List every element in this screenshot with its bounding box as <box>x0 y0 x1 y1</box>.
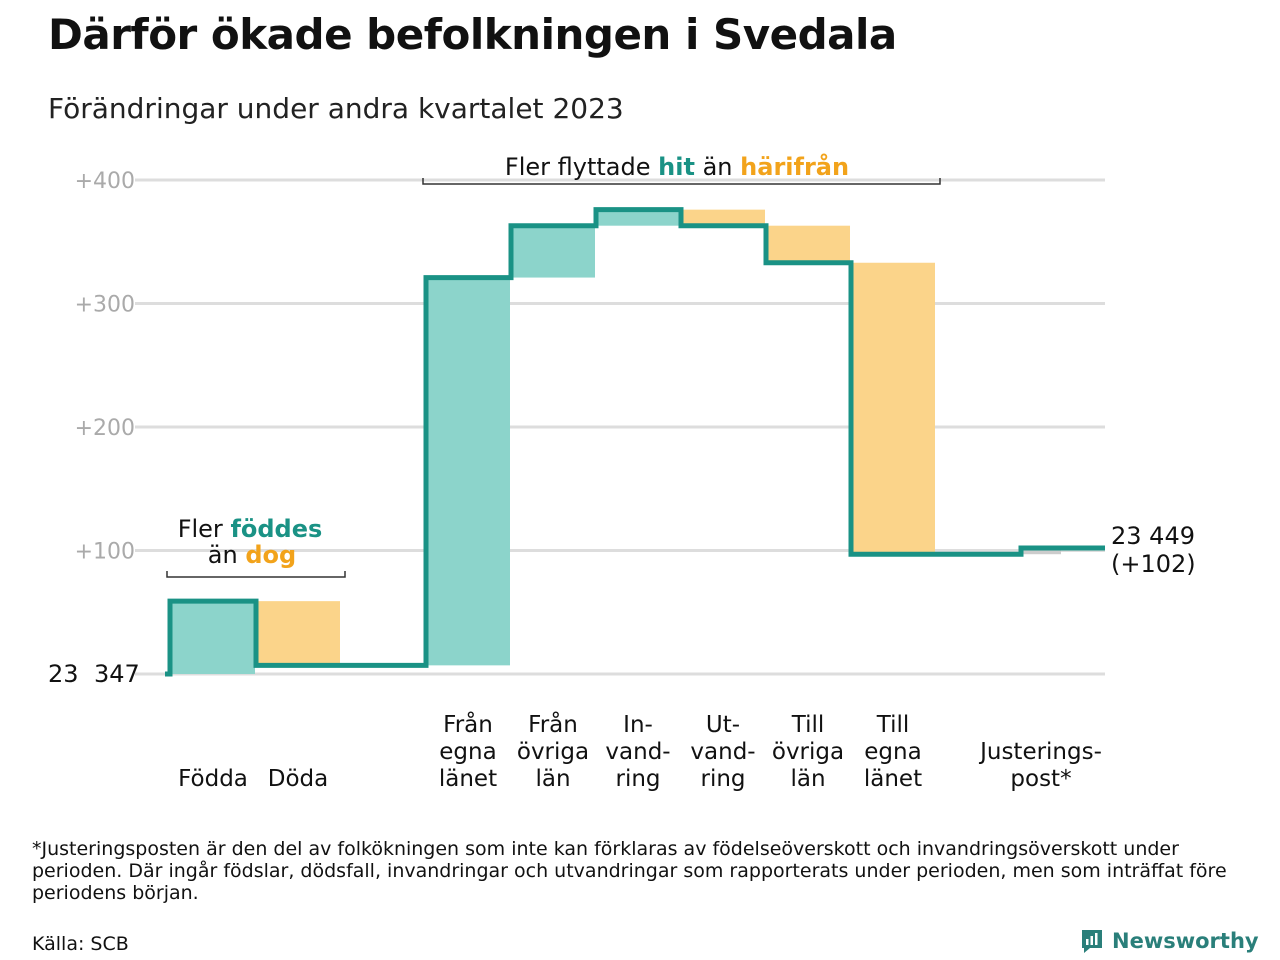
y-tick-label: +300 <box>75 293 135 318</box>
y-tick-label: +400 <box>75 169 135 194</box>
step-label: post* <box>1010 766 1071 792</box>
step-label: län <box>535 766 570 792</box>
step-label: ring <box>700 766 745 792</box>
bar-5 <box>681 209 765 226</box>
chart-subtitle: Förändringar under andra kvartalet 2023 <box>48 92 624 125</box>
source-label: Källa: SCB <box>32 933 129 955</box>
y-tick-label: +200 <box>75 416 135 441</box>
step-label: egna <box>439 739 496 765</box>
step-label: In- <box>623 712 653 738</box>
y-tick-label: +100 <box>75 540 135 565</box>
step-label: egna <box>864 739 921 765</box>
step-label: Från <box>528 710 578 738</box>
bar-6 <box>766 225 850 263</box>
step-label: län <box>790 766 825 792</box>
step-label: Till <box>791 712 825 738</box>
end-value-label: 23 449 <box>1111 522 1195 550</box>
annotation-plain: Fler <box>178 515 223 543</box>
annotation-plain: Fler flyttade <box>505 153 651 181</box>
step-label: vand- <box>690 739 755 765</box>
step-label: övriga <box>517 739 589 765</box>
step-label: Döda <box>268 766 328 792</box>
labels: Födda DödaFrånegnalänetFrånövrigalänIn-va… <box>48 152 1196 792</box>
cumulative-step-line <box>165 207 1105 677</box>
annotation-orange: dog <box>245 541 296 569</box>
chart-title: Därför ökade befolkningen i Svedala <box>48 10 897 59</box>
end-change-label: (+102) <box>1111 550 1196 578</box>
step-label: länet <box>439 766 497 792</box>
step-label: Justerings- <box>978 739 1102 765</box>
footnote: *Justeringsposten är den del av folkökni… <box>32 838 1227 904</box>
annotation-teal: hit <box>658 153 695 181</box>
step-label: Ut- <box>706 712 740 738</box>
annotation-orange: härifrån <box>740 152 849 181</box>
start-value-label: 347 <box>94 660 140 688</box>
bar-1 <box>256 601 340 666</box>
grid-lines: +100 +200 +300 +400 <box>75 169 1105 676</box>
step-label: länet <box>864 766 922 792</box>
step-label: vand- <box>605 739 670 765</box>
migration-bracket <box>422 178 941 185</box>
migration-annotation: Fler flyttade hit än härifrån <box>505 152 849 181</box>
step-label: Från <box>443 710 493 738</box>
annotation-teal: föddes <box>230 515 322 543</box>
step-label: Födda <box>178 766 248 792</box>
bar-0 <box>171 601 255 674</box>
bar-4 <box>596 209 680 226</box>
bars <box>171 209 1061 674</box>
annotation-plain: än <box>208 541 238 569</box>
bar-2 <box>426 277 510 666</box>
cumulative-line <box>165 207 1105 677</box>
step-label: ring <box>615 766 660 792</box>
waterfall-chart: +100+200+300+400 Födda DödaFrånegnalänetF… <box>48 152 1196 792</box>
step-label: övriga <box>772 739 844 765</box>
brand-logo[interactable]: Newsworthy <box>1080 928 1259 954</box>
step-label: Till <box>876 712 910 738</box>
birth-bracket <box>166 571 346 578</box>
birth-annotation-line1: Fler föddes <box>178 515 323 543</box>
birth-annotation-line2: än dog <box>208 541 296 569</box>
brand-name: Newsworthy <box>1112 929 1259 953</box>
start-value-label: 23 <box>48 660 79 688</box>
bar-3 <box>511 225 595 278</box>
newsworthy-logo-icon <box>1082 930 1102 953</box>
bar-7 <box>851 262 935 555</box>
annotation-plain: än <box>703 153 733 181</box>
bar-8 <box>1021 548 1061 555</box>
